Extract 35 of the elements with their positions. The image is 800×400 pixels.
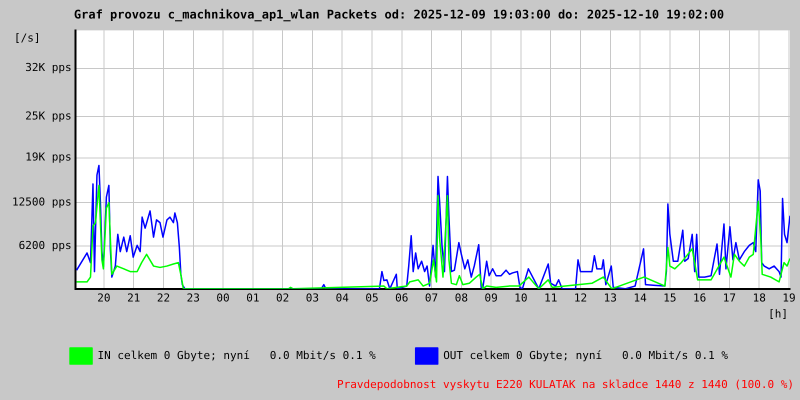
y-tick-label: 25K pps — [25, 109, 72, 122]
legend-label: IN celkem 0 Gbyte; nyní 0.0 Mbit/s 0.1 % — [98, 348, 376, 362]
x-tick-label: 17 — [722, 291, 736, 304]
legend-label: OUT celkem 0 Gbyte; nyní 0.0 Mbit/s 0.1 % — [443, 348, 728, 362]
x-tick-label: 05 — [365, 291, 379, 304]
x-tick-label: 16 — [693, 291, 706, 304]
x-tick-label: 00 — [216, 291, 230, 304]
chart-title: Graf provozu c_machnikova_ap1_wlan Packets od: 2025-12-09 19:03:00 do: 2025-12-10 19:02:00 — [74, 7, 724, 22]
x-tick-label: 04 — [336, 291, 350, 304]
x-tick-label: 21 — [127, 291, 140, 304]
y-tick-label: 6200 pps — [18, 238, 72, 252]
x-tick-label: 20 — [97, 291, 111, 304]
x-tick-label: 22 — [156, 291, 170, 304]
x-tick-label: 03 — [306, 291, 320, 304]
x-tick-label: 01 — [246, 291, 260, 304]
x-axis-title: [h] — [768, 308, 788, 321]
y-tick-label: 32K pps — [25, 61, 72, 74]
x-tick-label: 19 — [782, 291, 796, 304]
x-tick-label: 09 — [484, 291, 498, 304]
x-tick-label: 14 — [633, 291, 648, 304]
x-tick-label: 13 — [604, 291, 617, 304]
y-tick-label: 19K pps — [25, 150, 72, 164]
x-tick-label: 15 — [663, 291, 676, 304]
x-tick-label: 02 — [276, 291, 290, 304]
x-tick-label: 08 — [454, 291, 468, 304]
y-axis-title: [/s] — [14, 31, 40, 44]
y-tick-label: 12500 pps — [12, 196, 72, 209]
x-tick-label: 07 — [424, 291, 438, 304]
x-tick-label: 23 — [186, 291, 200, 304]
x-tick-label: 18 — [752, 291, 766, 304]
x-tick-label: 11 — [544, 291, 558, 304]
x-tick-label: 10 — [514, 291, 528, 304]
x-tick-label: 06 — [395, 291, 408, 304]
text: Pravdepodobnost vyskytu E220 KULATAK na skladce 1440 z 1440 (100.0 %) — [337, 378, 794, 391]
x-tick-label: 12 — [574, 291, 588, 304]
